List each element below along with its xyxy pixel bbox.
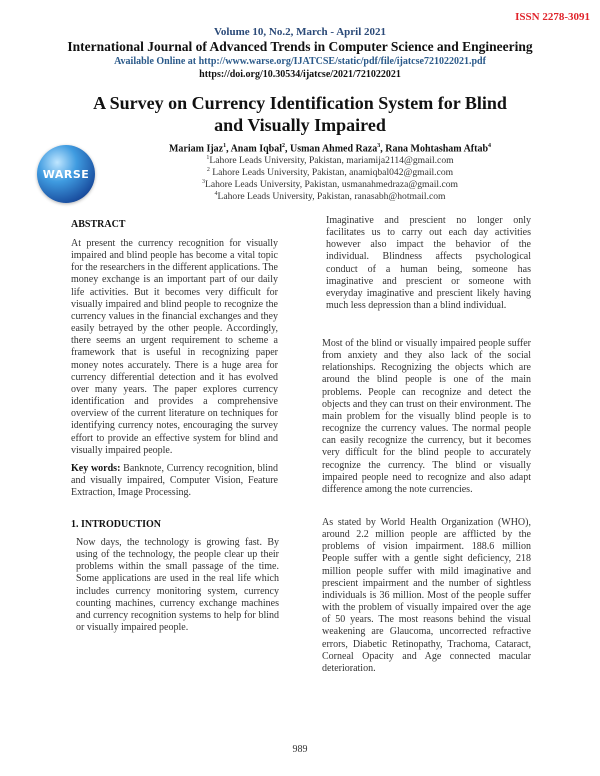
author: Rana Mohtasham Aftab xyxy=(385,143,489,155)
logo-text: WARSE xyxy=(42,167,90,181)
volume-info: Volume 10, No.2, March - April 2021 xyxy=(213,26,387,38)
affiliation: 4Lahore Leads University, Pakistan, rana… xyxy=(100,191,560,202)
body-paragraph: Most of the blind or visually impaired p… xyxy=(322,338,531,495)
keywords: Key words: Banknote, Currency recognitio… xyxy=(71,463,278,499)
keywords-text: Banknote, Currency recognition, blind an… xyxy=(71,463,278,499)
author: Mariam Ijaz xyxy=(168,143,224,155)
body-paragraph: Imaginative and prescient no longer only… xyxy=(326,215,531,312)
aff-sup: 1 xyxy=(206,155,210,161)
paper-title: A Survey on Currency Identification Syst… xyxy=(93,93,507,135)
author: Anam Iqbal xyxy=(230,143,282,155)
abstract-text: At present the currency recognition for … xyxy=(71,238,278,456)
introduction-paragraph: Now days, the technology is growing fast… xyxy=(76,537,279,634)
aff-text: Lahore Leads University, Pakistan, ranas… xyxy=(217,191,446,203)
author-sup: 3 xyxy=(377,143,381,149)
affiliation: 1Lahore Leads University, Pakistan, mari… xyxy=(100,155,560,166)
warse-logo: WARSE xyxy=(37,145,95,203)
issn: ISSN 2278-3091 xyxy=(515,11,590,23)
author-list: Mariam Ijaz1, Anam Iqbal2, Usman Ahmed R… xyxy=(168,143,492,155)
aff-text: Lahore Leads University, Pakistan, usman… xyxy=(204,179,459,191)
abstract-heading: ABSTRACT xyxy=(71,219,126,230)
affiliation: 2 Lahore Leads University, Pakistan, ana… xyxy=(100,167,560,178)
author-sup: 1 xyxy=(223,143,227,149)
author-sup: 2 xyxy=(281,143,285,149)
aff-sup: 2 xyxy=(206,167,210,173)
journal-title: International Journal of Advanced Trends… xyxy=(67,39,533,54)
aff-text: Lahore Leads University, Pakistan, maria… xyxy=(209,155,454,167)
aff-sup: 4 xyxy=(214,191,218,197)
aff-text: Lahore Leads University, Pakistan, anami… xyxy=(212,167,454,179)
page-number: 989 xyxy=(292,744,308,755)
keywords-label: Key words: xyxy=(71,463,121,474)
author: Usman Ahmed Raza xyxy=(289,143,378,155)
introduction-heading: 1. INTRODUCTION xyxy=(71,519,162,530)
aff-sup: 3 xyxy=(201,179,205,185)
author-sup: 4 xyxy=(488,143,492,149)
available-online-link[interactable]: Available Online at http://www.warse.org… xyxy=(114,56,486,67)
affiliation: 3Lahore Leads University, Pakistan, usma… xyxy=(100,179,560,190)
doi-link[interactable]: https://doi.org/10.30534/ijatcse/2021/72… xyxy=(199,69,401,80)
body-paragraph: As stated by World Health Organization (… xyxy=(322,517,531,674)
